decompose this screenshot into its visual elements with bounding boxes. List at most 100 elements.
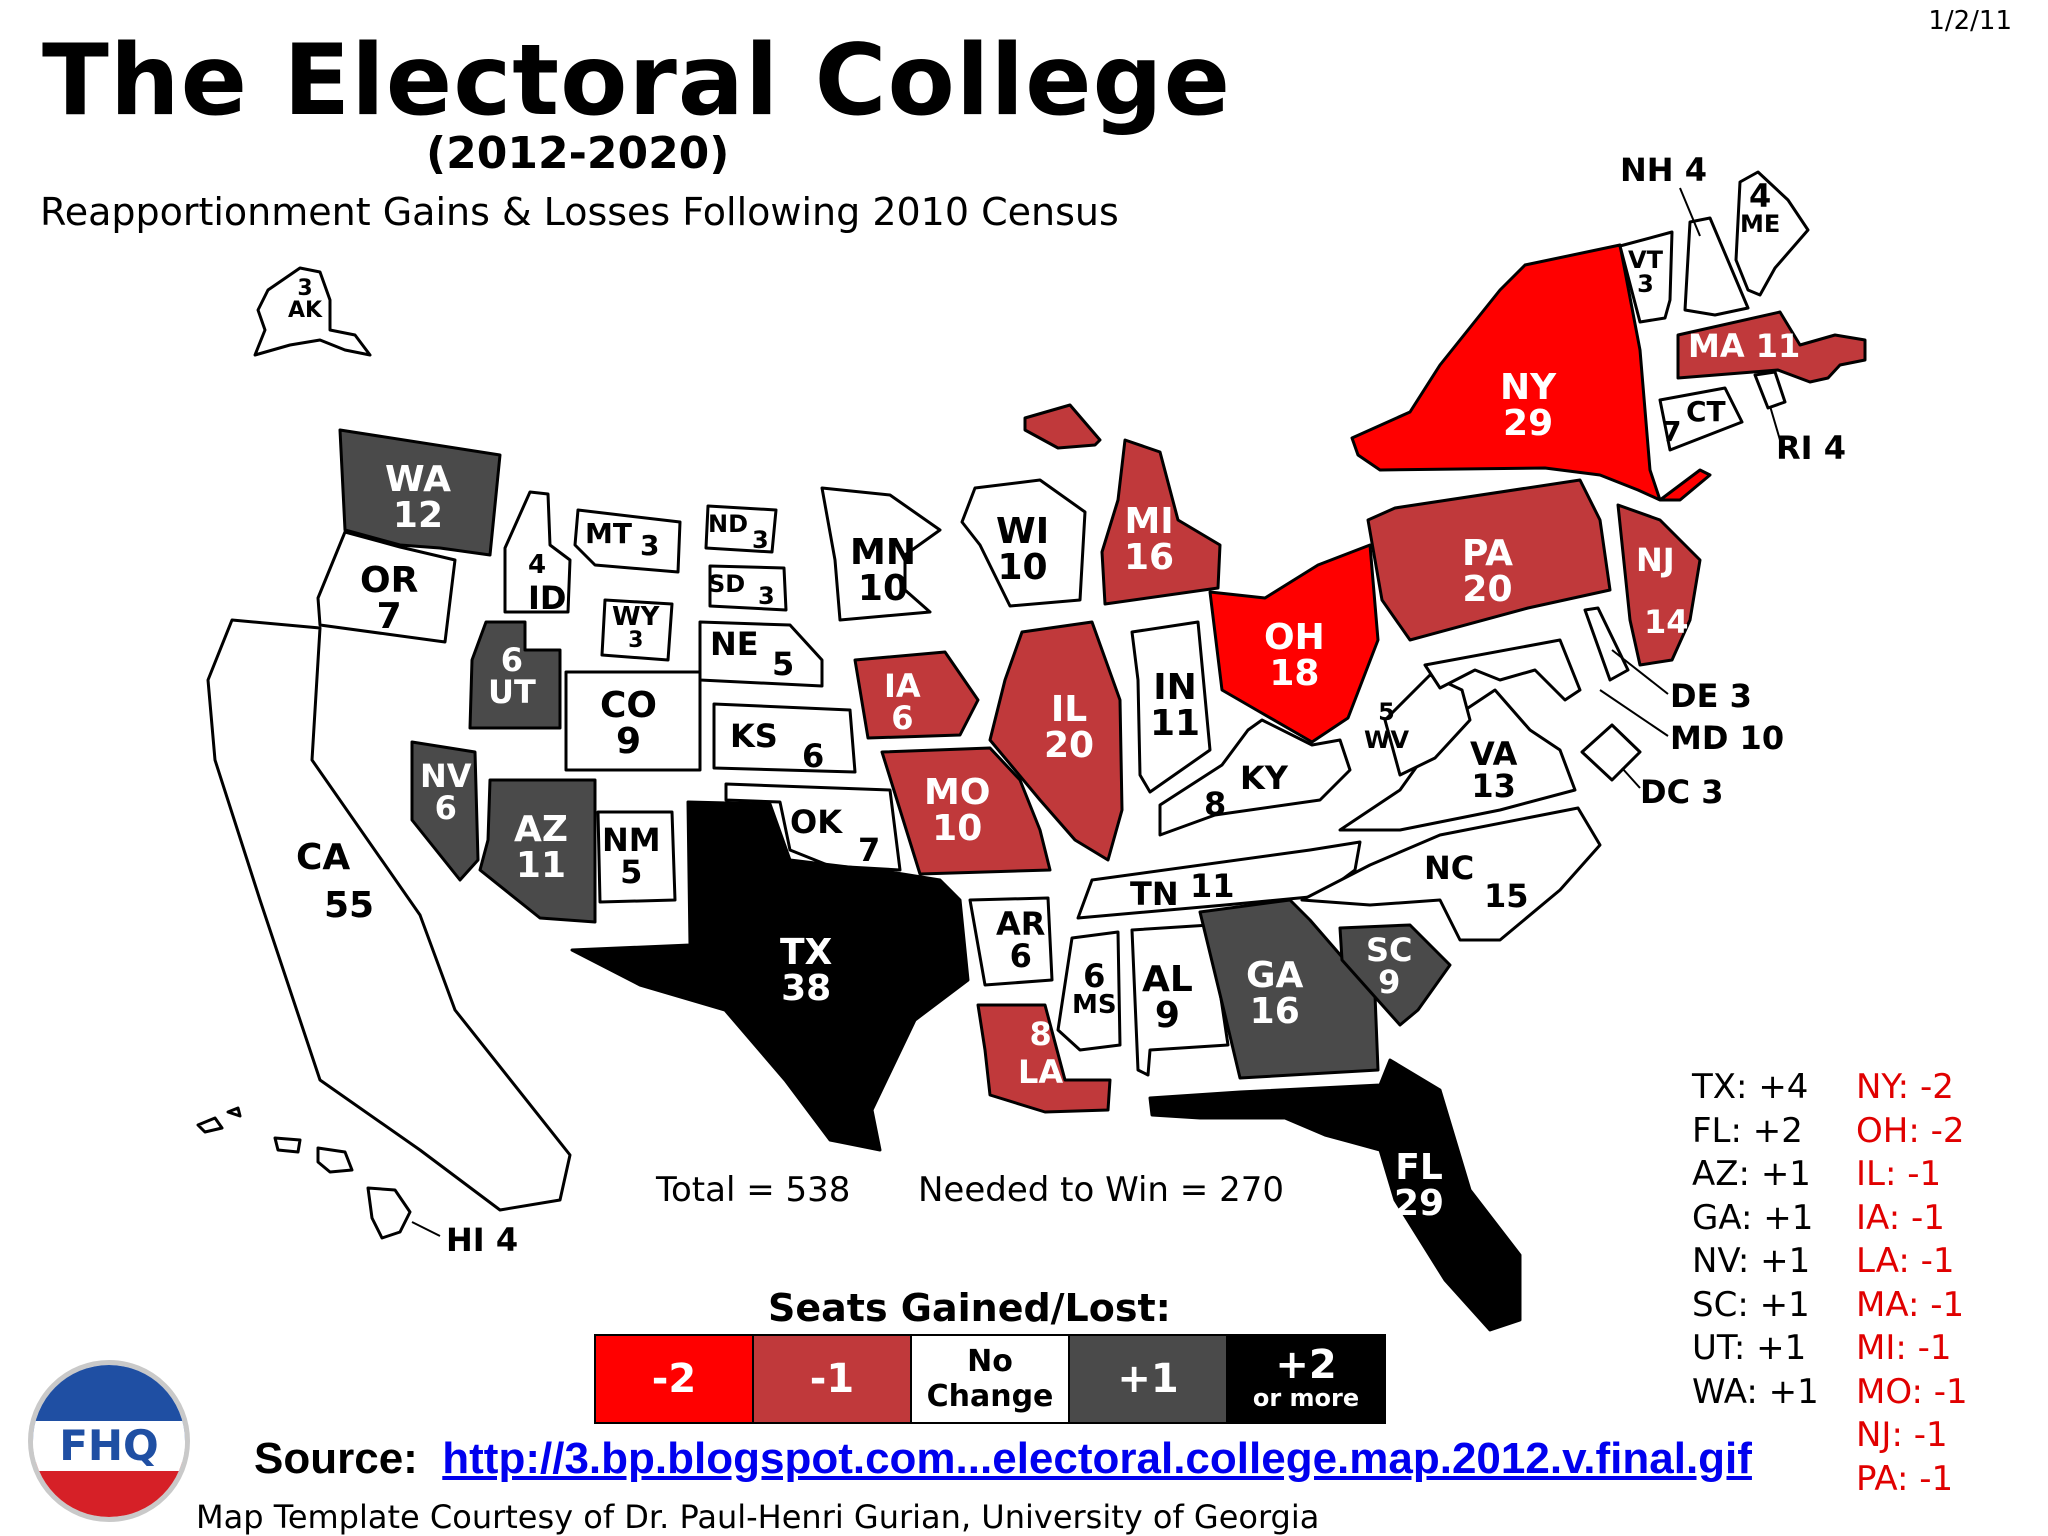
gain-item: UT: +1 [1692,1328,1807,1368]
state-shape-ID [503,490,572,614]
legend: -2 -1 No Change +1 +2 or more [594,1334,1386,1424]
state-label-WA: WA 12 [385,459,451,536]
state-label-UT: 6 UT [488,641,536,711]
state-label-OH: OH 18 [1264,617,1325,694]
state-label-DC: DC 3 [1640,773,1724,811]
state-shape-MN [820,486,942,622]
state-label-MN: MN 10 [850,532,916,609]
state-label-DE: DE 3 [1670,677,1752,715]
gain-item: FL: +2 [1692,1110,1803,1151]
state-shape-NJ [1616,503,1702,667]
state-label-MO: MO 10 [924,772,991,849]
state-label-NE-name: NE [710,625,759,663]
state-shape-NE [698,620,824,688]
state-shape-OK [724,782,902,872]
state-label-VT: VT 3 [1628,246,1663,298]
state-shape-DC [1580,723,1642,782]
map-credit: Map Template Courtesy of Dr. Paul-Henri … [196,1498,1320,1536]
state-shape-UT [468,620,562,730]
state-label-TN-votes: 11 [1190,867,1235,905]
state-label-WI: WI 10 [996,511,1050,588]
state-shape-FL [1148,1058,1522,1332]
source-line: Source: http://3.bp.blogspot.com...elect… [254,1434,1752,1484]
state-label-GA: GA 16 [1246,955,1304,1032]
state-label-NY: NY 29 [1500,367,1557,444]
page-title: The Electoral College [42,24,1232,138]
state-label-OK-name: OK [790,803,842,841]
gain-item: WA: +1 [1692,1371,1819,1412]
state-label-WY: WY 3 [612,602,660,653]
loss-item: PA: -1 [1856,1458,1954,1499]
loss-item: LA: -1 [1856,1241,1955,1281]
state-label-MI: MI 16 [1124,501,1175,578]
legend-item-minus2: -2 [596,1336,754,1422]
state-label-IN: IN 11 [1150,667,1201,744]
state-shape-CA [206,618,572,1212]
state-label-KS-name: KS [730,717,778,755]
state-label-CA-name: CA [296,837,351,878]
loss-item: MA: -1 [1856,1284,1965,1325]
state-label-SD-votes: 3 [758,582,775,610]
total-label: Total = 538 [656,1170,851,1210]
state-label-ND-name: ND [708,510,749,538]
state-shape-RI [1753,370,1787,410]
state-label-MA: MA 11 [1688,327,1801,365]
state-shape-DE [1583,606,1630,682]
state-shape-AZ [478,778,597,924]
state-label-LA: 8 LA [1018,1015,1064,1091]
state-label-SC: SC 9 [1366,931,1413,1001]
state-label-CO: CO 9 [600,685,658,762]
state-label-ID-name: ID [528,579,567,617]
state-shape-ME [1734,170,1810,297]
state-label-OK-votes: 7 [858,831,881,869]
state-shape-MS [1056,930,1122,1052]
state-shape-MA [1676,310,1867,384]
state-shape-OR [316,530,457,644]
years-label: (2012-2020) [426,128,730,179]
legend-item-no-change: No Change [912,1336,1070,1422]
gain-item: NV: +1 [1692,1241,1811,1281]
fhq-logo: FHQ [28,1360,190,1522]
state-label-NV: NV 6 [420,757,472,827]
state-label-ID-votes: 4 [528,550,547,580]
state-label-NJ-name: NJ [1636,541,1675,579]
gain-item: SC: +1 [1692,1284,1810,1325]
state-shape-WY [600,598,674,662]
state-label-KS-votes: 6 [802,737,825,775]
state-label-HI: HI 4 [446,1221,519,1259]
state-shape-MT [573,508,682,574]
state-shape-NH [1683,216,1750,317]
state-label-AZ: AZ 11 [514,809,568,886]
source-label: Source: [254,1434,418,1483]
state-label-NC-votes: 15 [1484,877,1529,915]
source-link[interactable]: http://3.bp.blogspot.com...electoral.col… [442,1434,1752,1483]
state-label-ME: 4 ME [1740,177,1781,238]
state-shape-NV [410,740,480,882]
legend-title: Seats Gained/Lost: [768,1286,1171,1330]
state-label-SD-name: SD [708,570,746,598]
loss-item: NY: -2 [1856,1067,1954,1107]
legend-item-plus2: +2 or more [1228,1336,1384,1422]
state-shape-MO [880,746,1052,876]
state-label-NE-votes: 5 [772,645,795,683]
state-shape-TX [570,800,970,1152]
gain-item: AZ: +1 [1692,1154,1811,1194]
loss-item: NJ: -1 [1856,1415,1948,1455]
state-label-MS: 6 MS [1072,957,1117,1020]
losses-list: NY: -2 OH: -2 IL: -1 IA: -1 LA: -1 MA: -… [1856,1066,1968,1501]
loss-item: MI: -1 [1856,1328,1952,1368]
state-shape-NC [1300,806,1602,942]
state-shape-PA [1366,478,1612,642]
state-shape-IA [853,650,980,740]
state-label-ND-votes: 3 [752,526,769,554]
state-shape-NM [596,810,677,904]
state-label-KY-votes: 8 [1204,785,1227,823]
needed-label: Needed to Win = 270 [918,1170,1284,1210]
state-label-CT-votes: 7 [1662,415,1682,448]
state-label-AL: AL 9 [1142,959,1193,1036]
loss-item: MO: -1 [1856,1371,1968,1412]
state-label-RI: RI 4 [1776,429,1846,467]
state-shape-ND [704,504,778,554]
